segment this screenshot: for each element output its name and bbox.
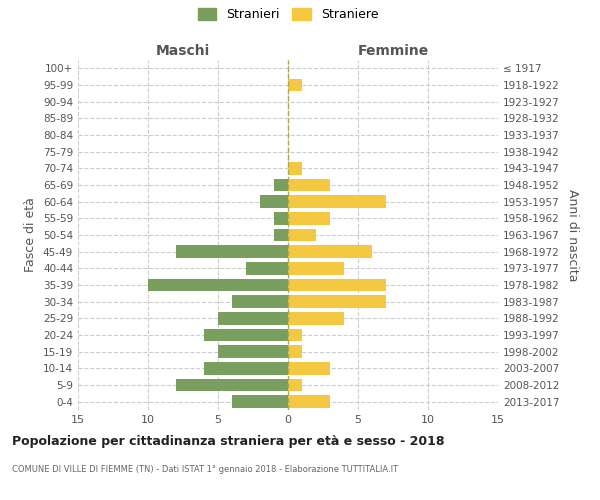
Bar (246, 262, 288, 274)
Bar (176, 246, 288, 258)
Legend: Stranieri, Straniere: Stranieri, Straniere (193, 4, 383, 26)
Bar (148, 279, 288, 291)
Bar (274, 179, 288, 192)
Bar (288, 379, 302, 391)
Bar (288, 246, 372, 258)
Bar (288, 362, 330, 374)
Text: COMUNE DI VILLE DI FIEMME (TN) - Dati ISTAT 1° gennaio 2018 - Elaborazione TUTTI: COMUNE DI VILLE DI FIEMME (TN) - Dati IS… (12, 465, 398, 474)
Bar (288, 79, 302, 92)
Bar (288, 329, 302, 341)
Bar (288, 396, 330, 408)
Bar (176, 379, 288, 391)
Bar (288, 162, 302, 174)
Bar (288, 179, 330, 192)
Bar (232, 396, 288, 408)
Bar (288, 296, 386, 308)
Text: Popolazione per cittadinanza straniera per età e sesso - 2018: Popolazione per cittadinanza straniera p… (12, 435, 445, 448)
Bar (288, 262, 344, 274)
Bar (204, 362, 288, 374)
Bar (218, 346, 288, 358)
Bar (288, 346, 302, 358)
Bar (260, 196, 288, 208)
Bar (232, 296, 288, 308)
Text: Maschi: Maschi (156, 44, 210, 58)
Bar (274, 212, 288, 224)
Y-axis label: Anni di nascita: Anni di nascita (566, 188, 579, 281)
Bar (288, 279, 386, 291)
Bar (288, 196, 386, 208)
Bar (204, 329, 288, 341)
Bar (288, 229, 316, 241)
Bar (218, 312, 288, 324)
Y-axis label: Fasce di età: Fasce di età (25, 198, 37, 272)
Bar (274, 229, 288, 241)
Bar (288, 312, 344, 324)
Text: Femmine: Femmine (358, 44, 428, 58)
Bar (288, 212, 330, 224)
